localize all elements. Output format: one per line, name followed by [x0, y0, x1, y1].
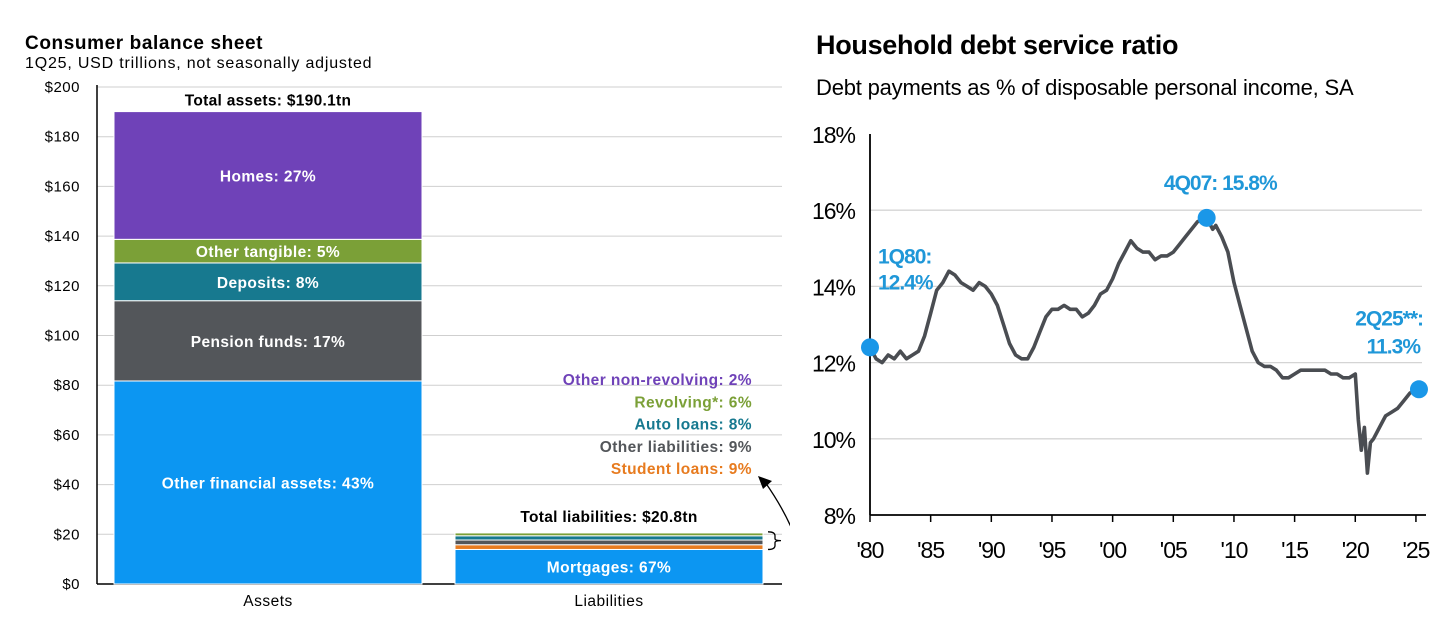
pointer-arrow-head: [758, 476, 772, 489]
x-tick-label-liabilities: Liabilities: [574, 593, 643, 610]
legend-label-other_non_revolving: Other non-revolving: 2%: [563, 372, 752, 389]
y-tick-label: 14%: [812, 274, 856, 300]
annotation-2Q25-line1: 2Q25**:: [1355, 307, 1423, 330]
y-tick-label: $40: [53, 477, 80, 494]
bar-segment-deposits: [113, 262, 423, 302]
bar-segment-pension_funds: [113, 300, 423, 382]
bar-label-homes: Homes: 27%: [220, 168, 316, 185]
y-tick-label: 10%: [812, 427, 856, 453]
bar-label-deposits: Deposits: 8%: [217, 275, 319, 292]
bar-segment-homes: [113, 111, 423, 240]
bar-label-other_financial: Other financial assets: 43%: [162, 475, 374, 492]
x-tick-label: '05: [1160, 537, 1187, 563]
bar-label-other_tangible: Other tangible: 5%: [196, 244, 340, 261]
legend-label-revolving: Revolving*: 6%: [634, 394, 752, 411]
y-tick-label: 18%: [812, 122, 856, 148]
series-line-debt-service-ratio: [868, 216, 1421, 475]
y-tick-label: $80: [53, 377, 80, 394]
y-tick-label: $200: [45, 79, 80, 96]
x-tick-label: '25: [1402, 537, 1429, 563]
annotation-1Q80-line1: 1Q80:: [878, 245, 931, 268]
y-tick-label: $140: [45, 228, 80, 245]
y-tick-label: $60: [53, 427, 80, 444]
x-tick-label: '20: [1342, 537, 1369, 563]
left-chart-title: Consumer balance sheet: [25, 33, 264, 54]
y-tick-label: $100: [45, 328, 80, 345]
marker-1Q80: [861, 338, 879, 357]
x-tick-label: '10: [1220, 537, 1247, 563]
y-tick-label: $180: [45, 129, 80, 146]
y-tick-label: $0: [62, 576, 80, 593]
x-tick-label: '95: [1038, 537, 1065, 563]
annotation-2Q25-line2: 11.3%: [1367, 335, 1422, 358]
pointer-arrow-line: [764, 481, 790, 527]
x-tick-label: '85: [917, 537, 944, 563]
assets-total-label: Total assets: $190.1tn: [185, 93, 352, 110]
marker-2Q25: [1409, 380, 1428, 399]
bar-segment-other_non_revolving: [454, 531, 764, 534]
y-tick-label: $20: [53, 526, 80, 543]
bar-label-pension_funds: Pension funds: 17%: [191, 334, 345, 351]
legend-label-student_loans: Student loans: 9%: [611, 461, 752, 478]
x-tick-label: '90: [978, 537, 1005, 563]
legend-label-auto_loans: Auto loans: 8%: [634, 417, 752, 434]
legend-label-other_liabilities: Other liabilities: 9%: [600, 439, 752, 456]
right-chart-title: Household debt service ratio: [816, 30, 1179, 60]
balance-sheet-chart: $0 $20 $40 $60 $80 $100 $120 $140 $160 $180 $200 Ot…: [45, 79, 790, 610]
bar-segment-other_financial: [113, 380, 423, 585]
left-chart-subtitle: 1Q25, USD trillions, not seasonally adju…: [25, 55, 373, 72]
x-tick-label: '00: [1099, 537, 1126, 563]
right-chart-subtitle: Debt payments as % of disposable persona…: [816, 75, 1354, 100]
y-tick-label: $120: [45, 278, 80, 295]
bar-label-mortgages: Mortgages: 67%: [547, 560, 671, 577]
y-tick-label: 12%: [812, 351, 856, 377]
liabilities-total-label: Total liabilities: $20.8tn: [520, 509, 697, 526]
x-tick-label: '15: [1281, 537, 1308, 563]
y-tick-label: 16%: [812, 198, 856, 224]
brace: [767, 531, 782, 551]
x-tick-label: '80: [857, 537, 884, 563]
y-tick-label: 8%: [824, 503, 856, 529]
marker-4Q07: [1197, 208, 1216, 227]
bar-segment-mortgages: [454, 548, 764, 585]
annotation-4Q07-line1: 4Q07: 15.8%: [1164, 172, 1278, 195]
y-tick-label: $160: [45, 178, 80, 195]
annotation-1Q80-line2: 12.4%: [878, 271, 934, 294]
x-tick-label-assets: Assets: [243, 593, 293, 610]
